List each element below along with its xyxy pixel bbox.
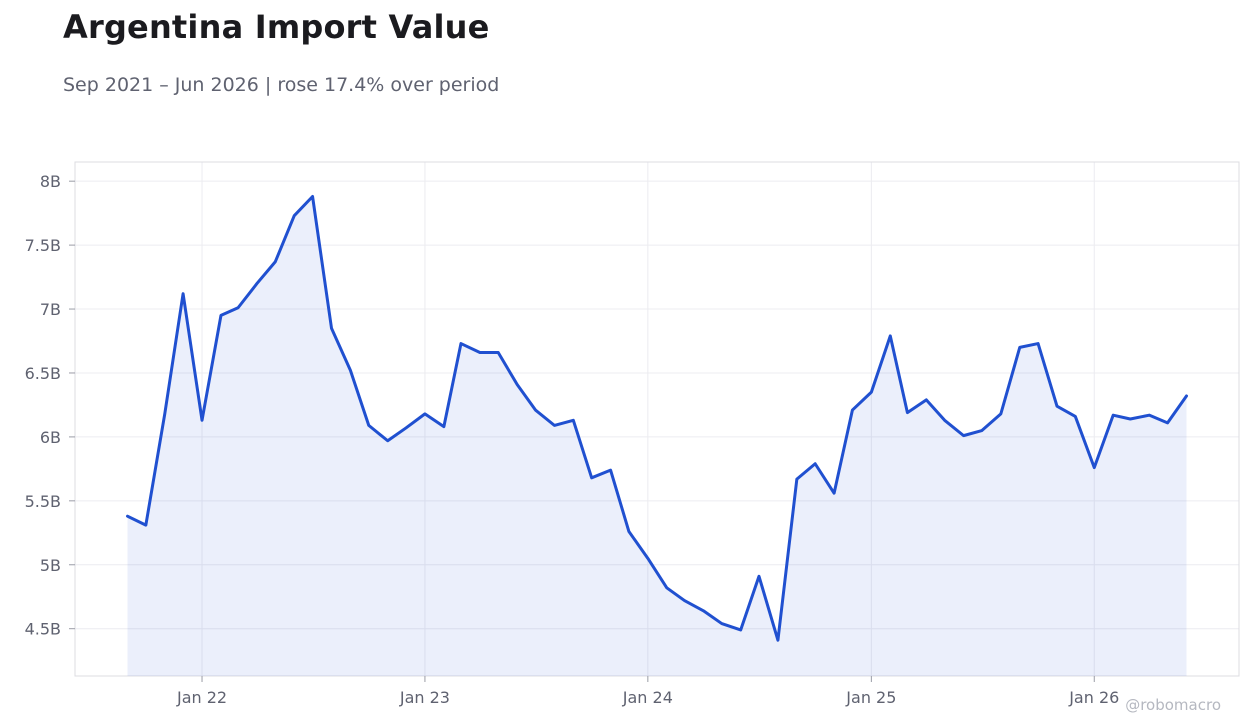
chart-subtitle: Sep 2021 – Jun 2026 | rose 17.4% over pe…: [63, 74, 500, 96]
chart-title: Argentina Import Value: [63, 8, 490, 46]
y-tick-label: 7.5B: [25, 236, 61, 255]
x-tick-label: Jan 26: [1068, 688, 1119, 707]
y-tick-label: 5.5B: [25, 492, 61, 511]
y-tick-label: 6.5B: [25, 364, 61, 383]
plot-frame: [74, 161, 1240, 677]
grid-lines: [75, 162, 1239, 676]
x-axis: Jan 22 Jan 23 Jan 24 Jan 25 Jan 26: [176, 676, 1119, 707]
x-tick-label: Jan 24: [622, 688, 673, 707]
y-tick-label: 6B: [40, 428, 61, 447]
series-area-fill: [127, 196, 1187, 676]
series-line: [126, 195, 1188, 642]
watermark-text: @robomacro: [1125, 696, 1221, 714]
y-tick-label: 5B: [40, 556, 61, 575]
y-axis: 4.5B 5B 5.5B 6B 6.5B 7B 7.5B 8B: [25, 172, 75, 639]
y-tick-label: 8B: [40, 172, 61, 191]
y-tick-label: 4.5B: [25, 620, 61, 639]
x-tick-label: Jan 25: [845, 688, 896, 707]
y-tick-label: 7B: [40, 300, 61, 319]
x-tick-label: Jan 23: [399, 688, 450, 707]
x-tick-label: Jan 22: [176, 688, 227, 707]
